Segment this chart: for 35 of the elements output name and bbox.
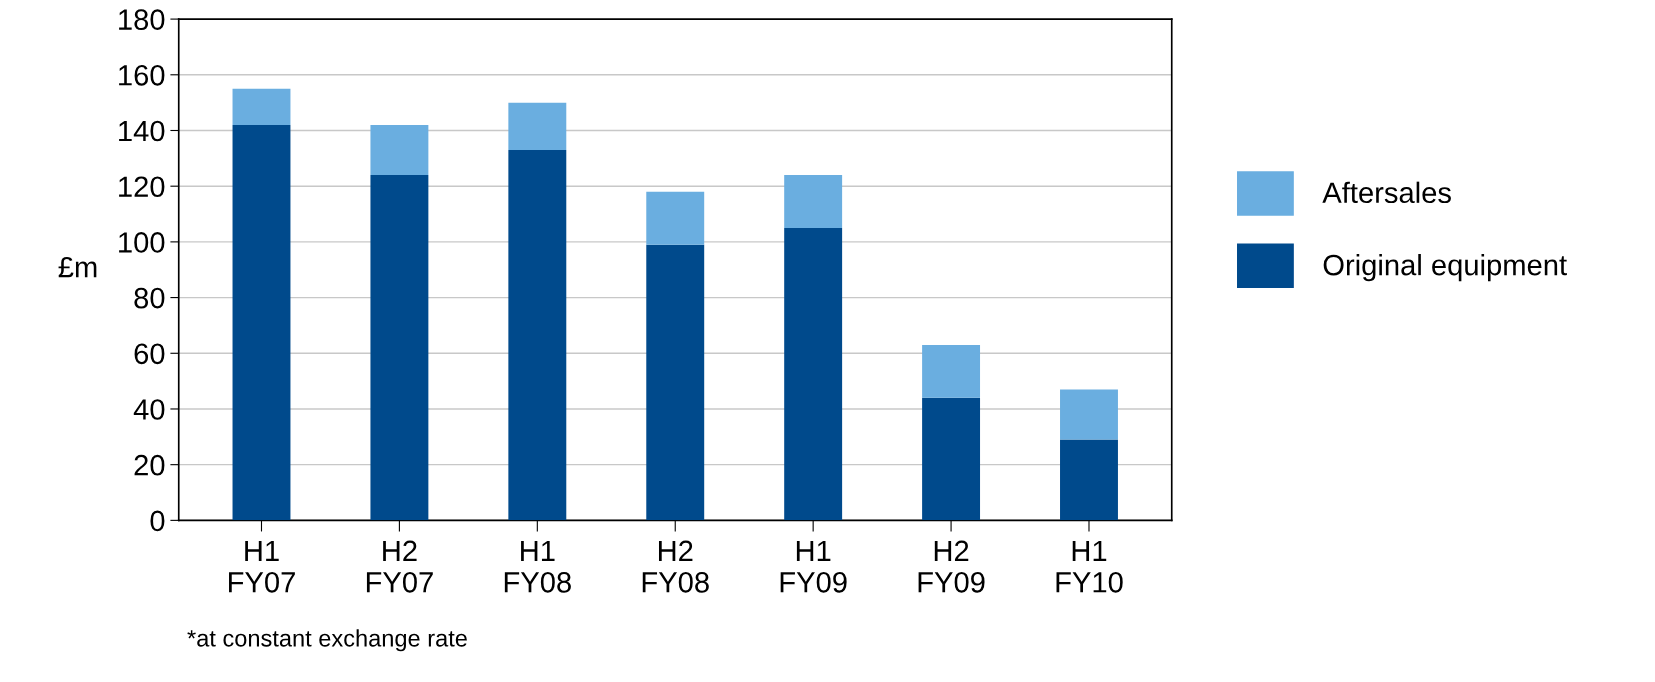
y-tick-label: 40 xyxy=(133,399,165,420)
bar xyxy=(922,397,981,521)
x-tick-label: H2 FY09 xyxy=(918,540,985,593)
bar xyxy=(232,88,291,125)
bar xyxy=(646,244,705,521)
y-tick-label: 180 xyxy=(119,9,165,30)
x-tick-label: H1 FY08 xyxy=(504,540,571,593)
bar xyxy=(232,124,291,521)
y-tick-label: 120 xyxy=(119,176,165,198)
y-tick-label: 20 xyxy=(134,454,165,476)
x-tick-label: H1 FY09 xyxy=(780,540,847,593)
legend-label: Aftersales xyxy=(1322,181,1451,204)
y-tick-label: 140 xyxy=(119,120,165,142)
bar xyxy=(370,175,429,521)
bar xyxy=(922,344,981,398)
x-tick-label: H1 FY10 xyxy=(1056,540,1123,593)
bar xyxy=(784,175,843,228)
legend-label: Original equipment xyxy=(1323,253,1567,282)
bar xyxy=(508,149,567,521)
bar xyxy=(1060,389,1118,440)
x-tick-label: H2 FY07 xyxy=(366,540,433,593)
y-tick-label: 160 xyxy=(119,64,165,86)
y-tick-label: 0 xyxy=(150,510,165,532)
x-tick-label: H1 FY07 xyxy=(229,540,295,593)
x-tick-label: H2 FY08 xyxy=(642,540,709,593)
text: *at constant exchange rate xyxy=(187,629,467,652)
bar xyxy=(1060,439,1118,521)
bar xyxy=(370,124,429,176)
y-tick-label: 100 xyxy=(119,232,165,253)
y-tick-label: 80 xyxy=(134,287,165,309)
bar xyxy=(508,102,567,150)
bar xyxy=(784,227,843,521)
bar xyxy=(646,191,705,245)
y-tick-label: 60 xyxy=(134,343,165,365)
y-axis-title: £m xyxy=(58,256,97,278)
